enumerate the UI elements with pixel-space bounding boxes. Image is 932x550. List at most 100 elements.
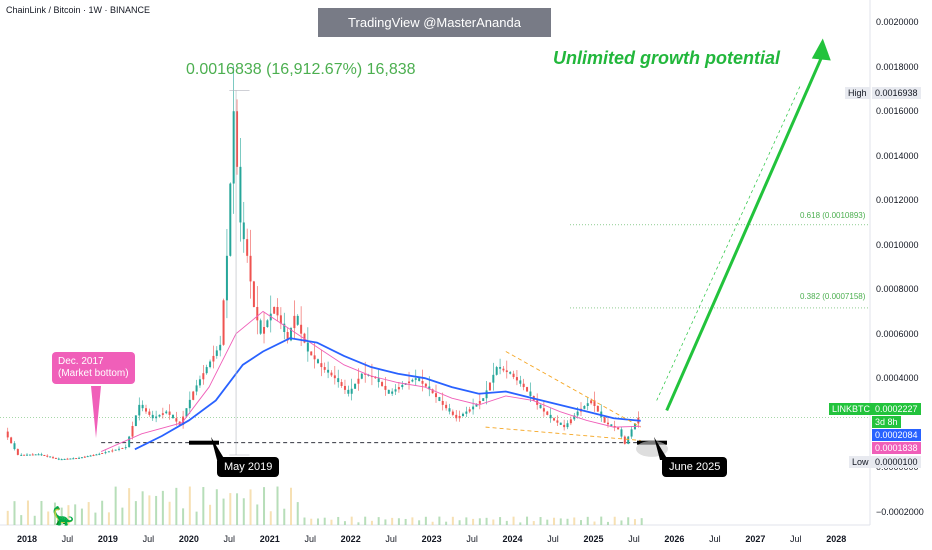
- volume-bar: [566, 518, 569, 525]
- candle-body: [539, 404, 542, 409]
- candle-body: [219, 344, 222, 351]
- candle-body: [549, 414, 552, 419]
- bar-countdown: 3d 8h: [872, 416, 901, 428]
- volume-bar: [263, 487, 266, 525]
- volume-bar: [276, 486, 279, 525]
- volume-bar: [134, 501, 137, 525]
- candle-body: [485, 390, 488, 399]
- candle-body: [343, 385, 346, 390]
- candle-body: [306, 342, 309, 352]
- candle-body: [603, 417, 606, 423]
- y-tick-label: 0.0010000: [876, 239, 919, 250]
- volume-bar: [175, 487, 178, 525]
- volume-bar: [303, 517, 306, 525]
- blue-moving-average: [134, 337, 641, 451]
- volume-bar: [546, 519, 549, 525]
- candle-body: [124, 447, 127, 449]
- volume-bar: [330, 519, 333, 525]
- candle-body: [89, 455, 92, 457]
- candle-body: [364, 373, 367, 375]
- candle-body: [495, 367, 498, 375]
- volume-bar: [202, 487, 205, 525]
- candle-body: [49, 456, 52, 458]
- candle-body: [118, 448, 121, 450]
- x-tick-label: Jul: [628, 534, 640, 544]
- candle-body: [327, 369, 330, 373]
- candle-body: [333, 375, 336, 379]
- candle-body: [229, 183, 232, 256]
- volume-bar: [633, 519, 636, 525]
- candle-body: [448, 408, 451, 412]
- y-tick-label: 0.0016000: [876, 106, 919, 117]
- volume-bar: [620, 520, 623, 525]
- y-tick-label: 0.0018000: [876, 61, 919, 72]
- volume-bar: [256, 504, 259, 525]
- volume-bar: [101, 500, 104, 525]
- candle-body: [236, 111, 239, 167]
- candle-body: [141, 404, 144, 409]
- volume-bar: [215, 489, 218, 525]
- candle-body: [138, 404, 141, 416]
- x-tick-label: 2025: [583, 534, 604, 544]
- y-tick-label: 0.0004000: [876, 373, 919, 384]
- volume-bar: [242, 498, 245, 525]
- candle-body: [252, 281, 255, 307]
- candle-body: [438, 397, 441, 401]
- candle-body: [529, 391, 532, 396]
- volume-bar: [370, 520, 373, 525]
- volume-bar: [418, 520, 421, 525]
- candle-body: [316, 359, 319, 364]
- candle-body: [131, 426, 134, 437]
- volume-bar: [337, 516, 340, 525]
- volume-bar: [209, 504, 212, 525]
- volume-bar: [343, 521, 346, 525]
- headline: Unlimited growth potential: [553, 48, 780, 68]
- tradingview-dino-icon[interactable]: 🦕: [52, 506, 75, 526]
- fib-382-label: 0.382 (0.0007158): [800, 292, 866, 301]
- volume-bar: [404, 518, 407, 525]
- volume-bar: [296, 502, 299, 525]
- volume-bar: [505, 520, 508, 525]
- candle-body: [451, 411, 454, 415]
- candle-body: [553, 418, 556, 421]
- volume-bar: [364, 516, 367, 525]
- volume-bar: [458, 520, 461, 525]
- candle-body: [276, 306, 279, 316]
- candle-body: [246, 239, 249, 256]
- candle-body: [107, 451, 110, 453]
- may-2019-marker: [189, 440, 219, 445]
- candle-body: [26, 454, 29, 456]
- candle-body: [455, 414, 458, 419]
- x-tick-label: Jul: [790, 534, 802, 544]
- candle-body: [610, 424, 613, 427]
- candle-body: [23, 454, 26, 456]
- volume-bar: [539, 517, 542, 525]
- candle-body: [34, 454, 37, 456]
- volume-bar: [168, 501, 171, 525]
- y-tick-label: 0.0006000: [876, 328, 919, 339]
- candle-body: [13, 443, 16, 450]
- candle-body: [350, 388, 353, 394]
- candle-body: [10, 437, 13, 444]
- volume-bar: [188, 486, 191, 525]
- candle-body: [175, 418, 178, 422]
- candle-body: [195, 385, 198, 392]
- candle-body: [556, 420, 559, 423]
- candle-body: [630, 429, 633, 437]
- candle-body: [583, 405, 586, 409]
- wedge-upper-line: [505, 351, 641, 428]
- symbol-price-label: LINKBTC: [829, 403, 874, 415]
- volume-bar: [465, 517, 468, 525]
- candle-body: [165, 411, 168, 414]
- candle-body: [83, 456, 86, 458]
- volume-bar: [283, 508, 286, 525]
- candle-body: [242, 222, 245, 240]
- candle-body: [482, 398, 485, 401]
- volume-bar: [229, 493, 232, 525]
- x-tick-label: 2027: [745, 534, 766, 544]
- candle-body: [472, 406, 475, 410]
- high-value: 0.0016938: [872, 87, 921, 99]
- volume-bar: [182, 508, 185, 525]
- june-2025-pointer: [654, 437, 668, 460]
